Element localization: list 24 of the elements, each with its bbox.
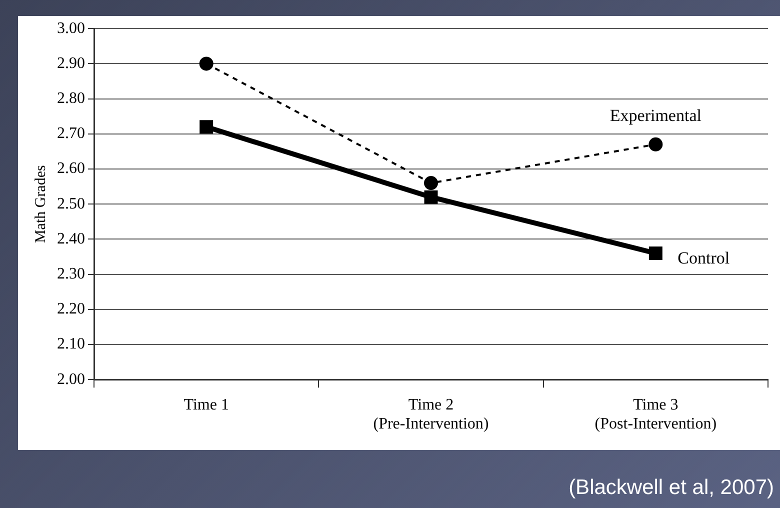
text: (Blackwell et al, 2007)	[568, 476, 774, 500]
point	[424, 176, 438, 190]
x-tick-label: Time 2 (Pre-Intervention)	[373, 396, 489, 433]
y-tick-label: 2.30	[57, 266, 85, 283]
point	[648, 246, 662, 260]
series-label: Control	[678, 248, 730, 268]
x-tick-label: Time 3 (Post-Intervention)	[594, 396, 717, 433]
y-tick-label: 2.00	[57, 370, 85, 388]
point	[424, 190, 438, 204]
point	[200, 120, 214, 134]
y-tick-label: 2.10	[57, 336, 85, 353]
y-tick-label: 2.50	[57, 195, 85, 212]
point	[648, 137, 663, 152]
x-tick-label: Time 1	[184, 396, 229, 414]
series-label: Experimental	[610, 106, 702, 125]
point	[199, 56, 214, 71]
y-tick-label: 2.20	[57, 300, 85, 318]
y-tick-label: 3.00	[57, 20, 85, 37]
y-tick-label: 2.40	[57, 230, 85, 248]
y-tick-label: 2.70	[57, 125, 85, 142]
y-tick-label: 2.80	[57, 90, 85, 108]
y-axis-title: Math Grades	[32, 164, 49, 244]
y-tick-label: 2.60	[57, 160, 85, 178]
y-tick-label: 2.90	[57, 54, 85, 72]
